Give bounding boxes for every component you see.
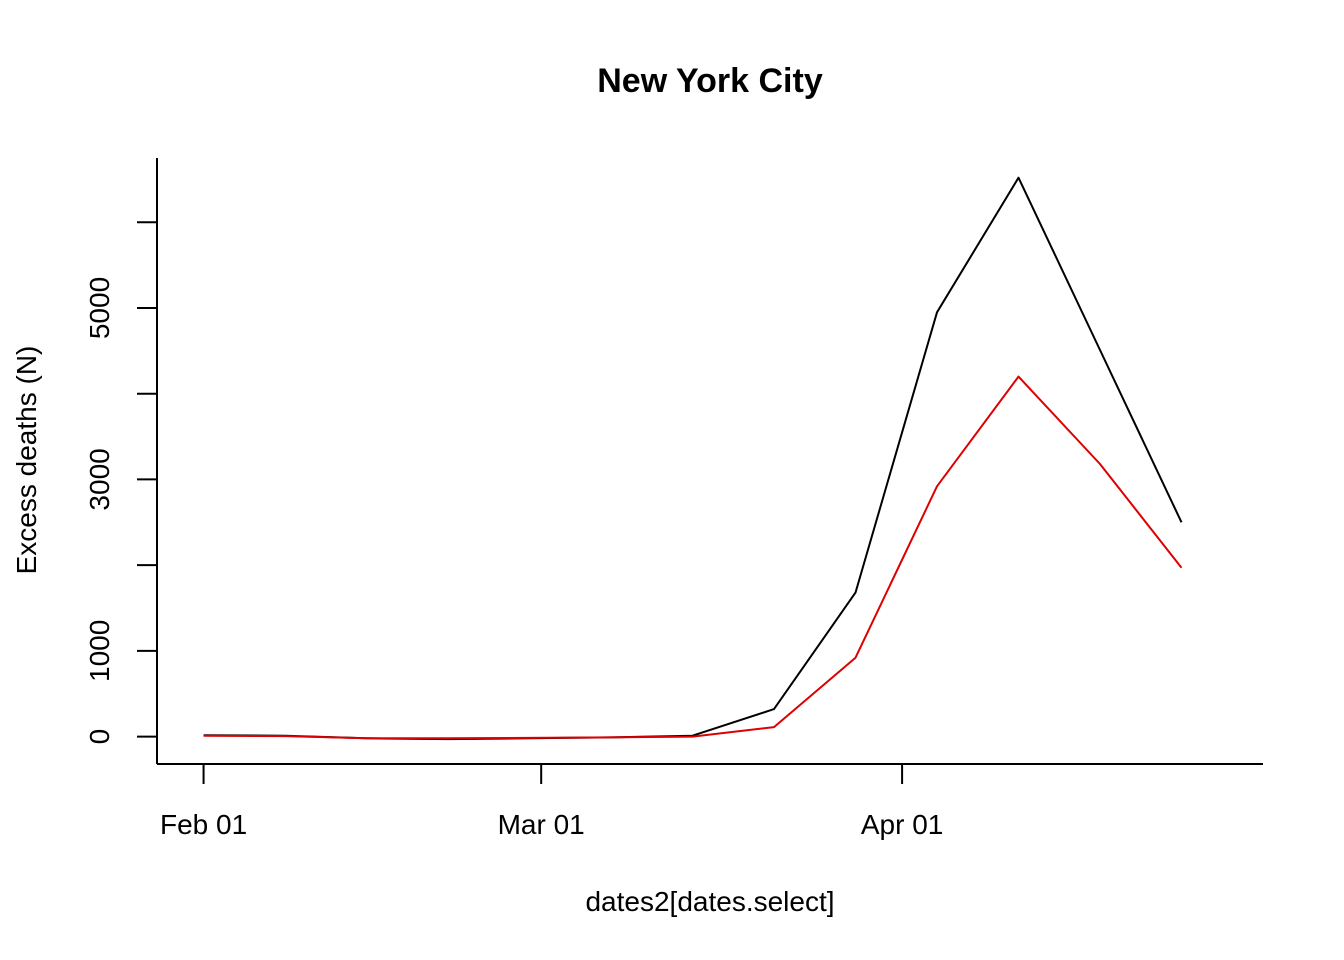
x-tick-label: Apr 01 — [861, 809, 944, 840]
series-line-1 — [203, 176, 1183, 741]
y-tick-label: 5000 — [84, 277, 115, 339]
y-tick-label: 0 — [84, 729, 115, 745]
series-line-2 — [203, 375, 1183, 740]
series-layer — [203, 176, 1183, 741]
y-tick-label: 1000 — [84, 620, 115, 682]
y-tick-label: 3000 — [84, 448, 115, 510]
chart-title: New York City — [597, 62, 823, 100]
axes: Feb 01 Mar 01 Apr 01 0 1000 3000 5000 — [84, 158, 1263, 840]
y-axis-label: Excess deaths (N) — [11, 346, 42, 575]
x-tick-label: Feb 01 — [160, 809, 247, 840]
x-tick-label: Mar 01 — [498, 809, 585, 840]
x-axis-label: dates2[dates.select] — [585, 886, 834, 917]
